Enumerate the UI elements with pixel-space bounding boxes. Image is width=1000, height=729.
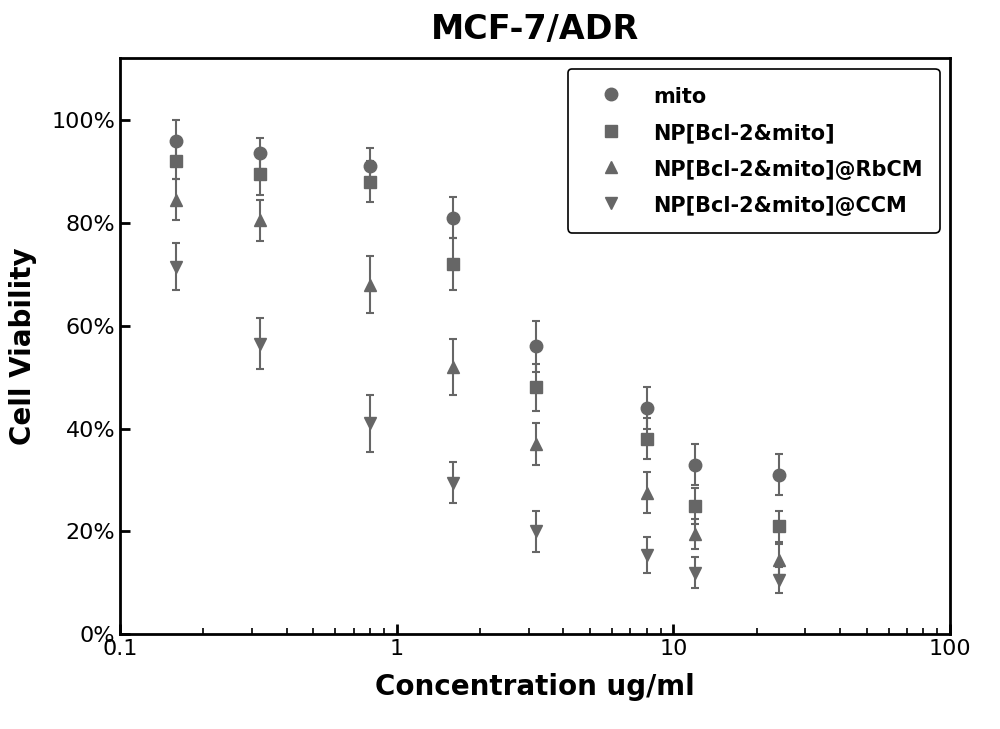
NP[Bcl-2&mito]@CCM: [773, 576, 785, 585]
Line: NP[Bcl-2&mito]@CCM: NP[Bcl-2&mito]@CCM: [170, 260, 785, 587]
NP[Bcl-2&mito]@RbCM: [447, 362, 459, 371]
mito: [364, 162, 376, 171]
NP[Bcl-2&mito]@RbCM: [254, 216, 266, 225]
NP[Bcl-2&mito]@CCM: [170, 262, 182, 271]
NP[Bcl-2&mito]@CCM: [641, 550, 653, 559]
Title: MCF-7/ADR: MCF-7/ADR: [431, 13, 639, 46]
NP[Bcl-2&mito]: [641, 434, 653, 443]
mito: [689, 460, 701, 469]
Legend: mito, NP[Bcl-2&mito], NP[Bcl-2&mito]@RbCM, NP[Bcl-2&mito]@CCM: mito, NP[Bcl-2&mito], NP[Bcl-2&mito]@RbC…: [568, 69, 940, 233]
Line: NP[Bcl-2&mito]: NP[Bcl-2&mito]: [170, 155, 785, 532]
NP[Bcl-2&mito]@RbCM: [170, 195, 182, 204]
Line: NP[Bcl-2&mito]@RbCM: NP[Bcl-2&mito]@RbCM: [170, 193, 785, 566]
NP[Bcl-2&mito]@RbCM: [364, 280, 376, 289]
NP[Bcl-2&mito]@RbCM: [530, 440, 542, 448]
NP[Bcl-2&mito]@CCM: [530, 527, 542, 536]
NP[Bcl-2&mito]: [254, 170, 266, 179]
NP[Bcl-2&mito]@CCM: [447, 478, 459, 487]
Line: mito: mito: [170, 134, 785, 481]
NP[Bcl-2&mito]: [447, 260, 459, 268]
NP[Bcl-2&mito]@RbCM: [773, 555, 785, 564]
X-axis label: Concentration ug/ml: Concentration ug/ml: [375, 673, 695, 701]
mito: [254, 149, 266, 157]
mito: [641, 404, 653, 413]
NP[Bcl-2&mito]: [689, 502, 701, 510]
NP[Bcl-2&mito]: [530, 383, 542, 391]
NP[Bcl-2&mito]@CCM: [254, 339, 266, 348]
NP[Bcl-2&mito]@RbCM: [689, 529, 701, 538]
NP[Bcl-2&mito]@RbCM: [641, 488, 653, 497]
Y-axis label: Cell Viability: Cell Viability: [9, 247, 37, 445]
mito: [773, 470, 785, 479]
NP[Bcl-2&mito]@CCM: [689, 568, 701, 577]
mito: [530, 342, 542, 351]
NP[Bcl-2&mito]: [773, 522, 785, 531]
NP[Bcl-2&mito]: [364, 177, 376, 186]
NP[Bcl-2&mito]@CCM: [364, 419, 376, 428]
mito: [447, 214, 459, 222]
mito: [170, 136, 182, 145]
NP[Bcl-2&mito]: [170, 157, 182, 165]
